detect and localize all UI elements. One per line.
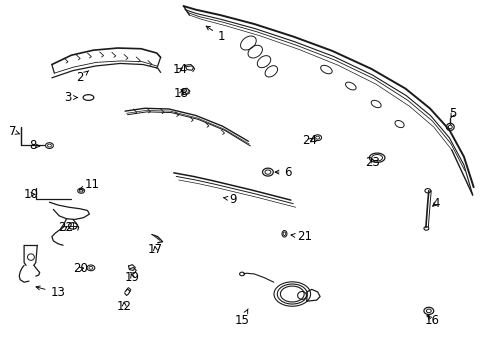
Text: 1: 1 xyxy=(206,26,224,43)
Text: 13: 13 xyxy=(36,286,65,300)
Text: 18: 18 xyxy=(173,87,188,100)
Text: 4: 4 xyxy=(431,197,439,210)
Text: 5: 5 xyxy=(448,107,456,120)
Text: 23: 23 xyxy=(365,156,380,168)
Text: 6: 6 xyxy=(275,166,291,179)
Text: 8: 8 xyxy=(29,139,40,152)
Text: 10: 10 xyxy=(24,188,39,201)
Text: 22: 22 xyxy=(58,221,73,234)
Text: 9: 9 xyxy=(223,193,236,206)
Text: 19: 19 xyxy=(125,271,140,284)
Text: 7: 7 xyxy=(9,125,20,138)
Text: 14: 14 xyxy=(172,63,187,76)
Text: 12: 12 xyxy=(117,300,131,313)
Text: 16: 16 xyxy=(424,314,439,327)
Text: 21: 21 xyxy=(290,230,311,243)
Text: 15: 15 xyxy=(234,309,249,327)
Text: 20: 20 xyxy=(73,262,87,275)
Text: 24: 24 xyxy=(302,134,316,147)
Text: 3: 3 xyxy=(64,91,77,104)
Text: 11: 11 xyxy=(79,178,100,191)
Text: 2: 2 xyxy=(76,71,88,84)
Text: 17: 17 xyxy=(148,243,163,256)
